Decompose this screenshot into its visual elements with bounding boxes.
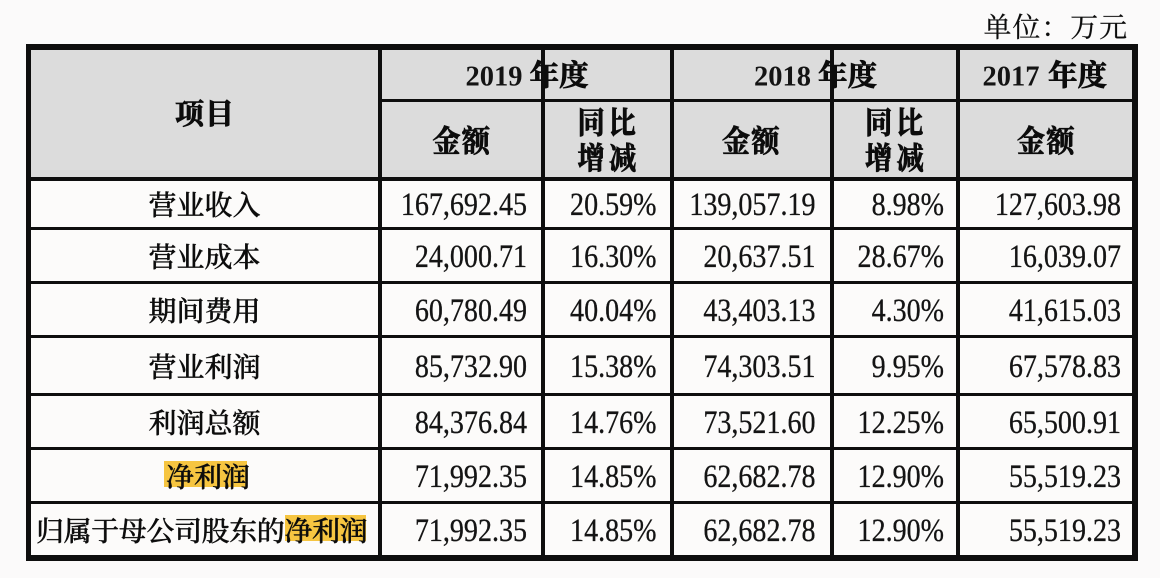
svg-text:74,303.51: 74,303.51 xyxy=(703,348,815,385)
svg-text:14.76%: 14.76% xyxy=(570,404,656,441)
svg-text:14.85%: 14.85% xyxy=(570,458,656,495)
svg-text:40.04%: 40.04% xyxy=(570,292,656,329)
svg-text:65,500.91: 65,500.91 xyxy=(1009,404,1121,441)
svg-text:12.90%: 12.90% xyxy=(858,458,944,495)
svg-text:71,992.35: 71,992.35 xyxy=(415,458,527,495)
svg-text:20,637.51: 20,637.51 xyxy=(703,238,815,275)
svg-text:9.95%: 9.95% xyxy=(872,348,944,385)
svg-text:4.30%: 4.30% xyxy=(872,292,944,329)
svg-text:139,057.19: 139,057.19 xyxy=(689,186,815,223)
svg-text:85,732.90: 85,732.90 xyxy=(415,348,527,385)
svg-text:12.90%: 12.90% xyxy=(858,512,944,549)
svg-text:16,039.07: 16,039.07 xyxy=(1009,238,1121,275)
svg-text:167,692.45: 167,692.45 xyxy=(401,186,527,223)
svg-text:55,519.23: 55,519.23 xyxy=(1009,458,1121,495)
svg-text:24,000.71: 24,000.71 xyxy=(415,238,527,275)
svg-text:84,376.84: 84,376.84 xyxy=(415,404,527,441)
svg-text:71,992.35: 71,992.35 xyxy=(415,512,527,549)
svg-text:62,682.78: 62,682.78 xyxy=(703,458,815,495)
svg-text:73,521.60: 73,521.60 xyxy=(703,404,815,441)
svg-text:28.67%: 28.67% xyxy=(858,238,944,275)
svg-text:16.30%: 16.30% xyxy=(570,238,656,275)
svg-text:62,682.78: 62,682.78 xyxy=(703,512,815,549)
svg-text:2017: 2017 xyxy=(983,62,1040,93)
svg-text:14.85%: 14.85% xyxy=(570,512,656,549)
svg-text:55,519.23: 55,519.23 xyxy=(1009,512,1121,549)
svg-text:15.38%: 15.38% xyxy=(570,348,656,385)
svg-text:2019: 2019 xyxy=(466,62,523,93)
svg-text:2018: 2018 xyxy=(754,62,811,93)
svg-text:127,603.98: 127,603.98 xyxy=(995,186,1121,223)
svg-text:43,403.13: 43,403.13 xyxy=(703,292,815,329)
svg-text:20.59%: 20.59% xyxy=(570,186,656,223)
svg-text:41,615.03: 41,615.03 xyxy=(1009,292,1121,329)
svg-text:12.25%: 12.25% xyxy=(858,404,944,441)
svg-text:8.98%: 8.98% xyxy=(872,186,944,223)
svg-text:60,780.49: 60,780.49 xyxy=(415,292,527,329)
svg-text:67,578.83: 67,578.83 xyxy=(1009,348,1121,385)
